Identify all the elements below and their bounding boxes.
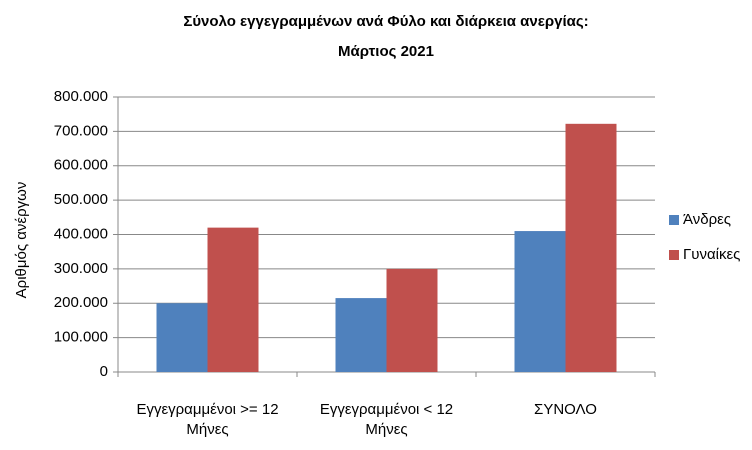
y-tick-label: 0 [100, 363, 108, 380]
y-tick-label: 400.000 [54, 225, 108, 242]
legend-swatch [669, 250, 679, 260]
y-tick-label: 300.000 [54, 260, 108, 277]
x-tick-label: Εγγεγραμμένοι >= 12 Μήνες [136, 401, 279, 438]
chart-title: Σύνολο εγγεγραμμένων ανά Φύλο και διάρκε… [183, 13, 588, 30]
y-axis-label: Αριθμός ανέργων [13, 182, 30, 299]
y-tick-label: 600.000 [54, 157, 108, 174]
legend-label: Γυναίκες [683, 246, 740, 263]
bar [156, 303, 208, 372]
chart-subtitle: Μάρτιος 2021 [338, 43, 434, 60]
legend-label: Άνδρες [683, 211, 731, 228]
bar [335, 298, 387, 372]
bar [207, 227, 259, 372]
bar [565, 123, 617, 372]
y-tick-label: 700.000 [54, 122, 108, 139]
y-tick-label: 500.000 [54, 191, 108, 208]
bar [386, 268, 438, 372]
x-tick-label: Εγγεγραμμένοι < 12 Μήνες [319, 401, 454, 438]
bar [514, 231, 566, 372]
y-tick-label: 800.000 [54, 88, 108, 105]
y-tick-label: 100.000 [54, 329, 108, 346]
x-tick-label: ΣΥΝΟΛΟ [534, 401, 597, 418]
legend-swatch [669, 215, 679, 225]
y-tick-label: 200.000 [54, 294, 108, 311]
